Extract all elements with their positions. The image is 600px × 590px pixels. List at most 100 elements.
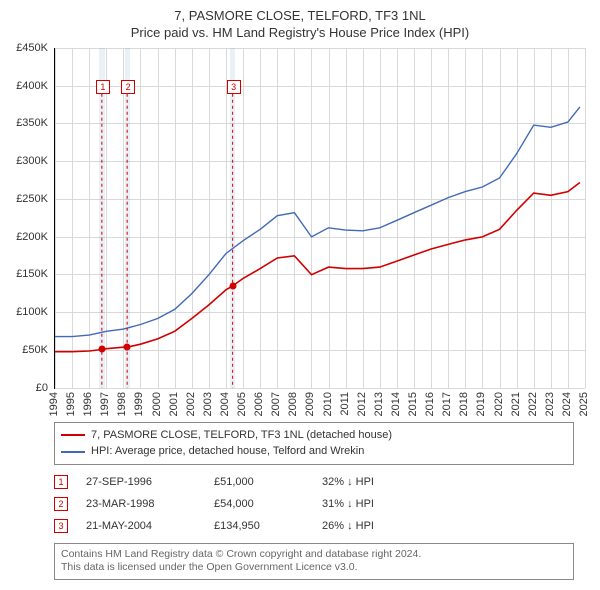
gridline-vertical (448, 48, 449, 388)
x-axis-tick-label: 2001 (168, 392, 180, 416)
x-axis-tick-label: 2011 (339, 392, 351, 416)
gridline-vertical (140, 48, 141, 388)
gridline-vertical (311, 48, 312, 388)
gridline-horizontal (55, 123, 585, 124)
series-line-hpi (55, 107, 580, 337)
sale-point-marker (124, 343, 131, 350)
gridline-vertical (55, 48, 56, 388)
legend-label: 7, PASMORE CLOSE, TELFORD, TF3 1NL (deta… (91, 427, 392, 444)
x-axis-tick-label: 2013 (373, 392, 385, 416)
gridline-vertical (158, 48, 159, 388)
event-marker-box: 2 (121, 80, 135, 94)
gridline-horizontal (55, 161, 585, 162)
gridline-vertical (72, 48, 73, 388)
event-date: 23-MAR-1998 (86, 498, 196, 510)
x-axis-tick-label: 2023 (544, 392, 556, 416)
x-axis-tick-label: 2016 (424, 392, 436, 416)
chart-area: £0£50K£100K£150K£200K£250K£300K£350K£400… (8, 48, 592, 418)
event-delta: 32% ↓ HPI (322, 476, 374, 488)
gridline-horizontal (55, 350, 585, 351)
x-axis-tick-label: 2006 (253, 392, 265, 416)
event-row: 223-MAR-1998£54,00031% ↓ HPI (54, 493, 574, 515)
gridline-horizontal (55, 48, 585, 49)
gridline-vertical (465, 48, 466, 388)
y-axis-tick-label: £400K (16, 80, 48, 92)
x-axis-tick-label: 2024 (561, 392, 573, 416)
gridline-vertical (243, 48, 244, 388)
license-line: Contains HM Land Registry data © Crown c… (61, 548, 567, 562)
event-price: £54,000 (214, 498, 304, 510)
x-axis-tick-label: 2008 (287, 392, 299, 416)
x-axis-tick-label: 2020 (493, 392, 505, 416)
chart-page: 7, PASMORE CLOSE, TELFORD, TF3 1NL Price… (0, 0, 600, 590)
y-axis-tick-label: £300K (16, 155, 48, 167)
legend-label: HPI: Average price, detached house, Telf… (91, 443, 364, 460)
x-axis-tick-label: 1994 (48, 392, 60, 416)
event-row-marker: 1 (54, 475, 68, 489)
gridline-vertical (517, 48, 518, 388)
event-delta: 31% ↓ HPI (322, 498, 374, 510)
chart-subtitle: Price paid vs. HM Land Registry's House … (8, 25, 592, 42)
y-axis-tick-label: £150K (16, 268, 48, 280)
gridline-vertical (346, 48, 347, 388)
license-box: Contains HM Land Registry data © Crown c… (54, 543, 574, 580)
event-marker-box: 3 (227, 80, 241, 94)
legend-swatch (61, 451, 85, 453)
event-date: 21-MAY-2004 (86, 520, 196, 532)
gridline-vertical (192, 48, 193, 388)
x-axis-tick-label: 2018 (458, 392, 470, 416)
x-axis-tick-label: 2015 (407, 392, 419, 416)
chart-title: 7, PASMORE CLOSE, TELFORD, TF3 1NL (8, 8, 592, 25)
x-axis-tick-label: 1999 (133, 392, 145, 416)
x-axis-tick-label: 2000 (151, 392, 163, 416)
x-axis-tick-label: 2019 (475, 392, 487, 416)
y-axis-tick-label: £50K (22, 344, 48, 356)
x-axis-tick-label: 2017 (441, 392, 453, 416)
legend-row: 7, PASMORE CLOSE, TELFORD, TF3 1NL (deta… (61, 427, 567, 444)
gridline-vertical (585, 48, 586, 388)
event-band (99, 48, 104, 388)
event-band (230, 48, 235, 388)
gridline-vertical (294, 48, 295, 388)
event-marker-box: 1 (96, 80, 110, 94)
x-axis-tick-label: 1998 (116, 392, 128, 416)
x-axis-tick-label: 2012 (356, 392, 368, 416)
event-delta: 26% ↓ HPI (322, 520, 374, 532)
y-axis-tick-label: £0 (36, 382, 48, 394)
event-date: 27-SEP-1996 (86, 476, 196, 488)
gridline-vertical (482, 48, 483, 388)
gridline-vertical (329, 48, 330, 388)
gridline-vertical (89, 48, 90, 388)
x-axis-tick-label: 2025 (578, 392, 590, 416)
chart-titles: 7, PASMORE CLOSE, TELFORD, TF3 1NL Price… (8, 8, 592, 42)
chart-legend: 7, PASMORE CLOSE, TELFORD, TF3 1NL (deta… (54, 422, 574, 465)
x-axis-tick-label: 2003 (202, 392, 214, 416)
x-axis-tick-label: 2014 (390, 392, 402, 416)
gridline-horizontal (55, 199, 585, 200)
event-band (125, 48, 130, 388)
legend-row: HPI: Average price, detached house, Telf… (61, 443, 567, 460)
sale-point-marker (229, 282, 236, 289)
gridline-vertical (397, 48, 398, 388)
event-row: 321-MAY-2004£134,95026% ↓ HPI (54, 515, 574, 537)
x-axis-tick-label: 2009 (304, 392, 316, 416)
x-axis-labels: 1994199519961997199819992000200120022003… (54, 388, 584, 428)
x-axis-tick-label: 2021 (510, 392, 522, 416)
y-axis-tick-label: £100K (16, 306, 48, 318)
gridline-vertical (431, 48, 432, 388)
event-row-marker: 3 (54, 519, 68, 533)
gridline-vertical (106, 48, 107, 388)
series-line-price_paid (55, 182, 580, 351)
y-axis-tick-label: £200K (16, 231, 48, 243)
x-axis-tick-label: 2002 (185, 392, 197, 416)
gridline-vertical (277, 48, 278, 388)
x-axis-tick-label: 1995 (65, 392, 77, 416)
license-line: This data is licensed under the Open Gov… (61, 561, 567, 575)
gridline-horizontal (55, 312, 585, 313)
gridline-horizontal (55, 274, 585, 275)
gridline-horizontal (55, 237, 585, 238)
x-axis-tick-label: 2005 (236, 392, 248, 416)
x-axis-tick-label: 2010 (322, 392, 334, 416)
legend-swatch (61, 434, 85, 436)
gridline-vertical (414, 48, 415, 388)
